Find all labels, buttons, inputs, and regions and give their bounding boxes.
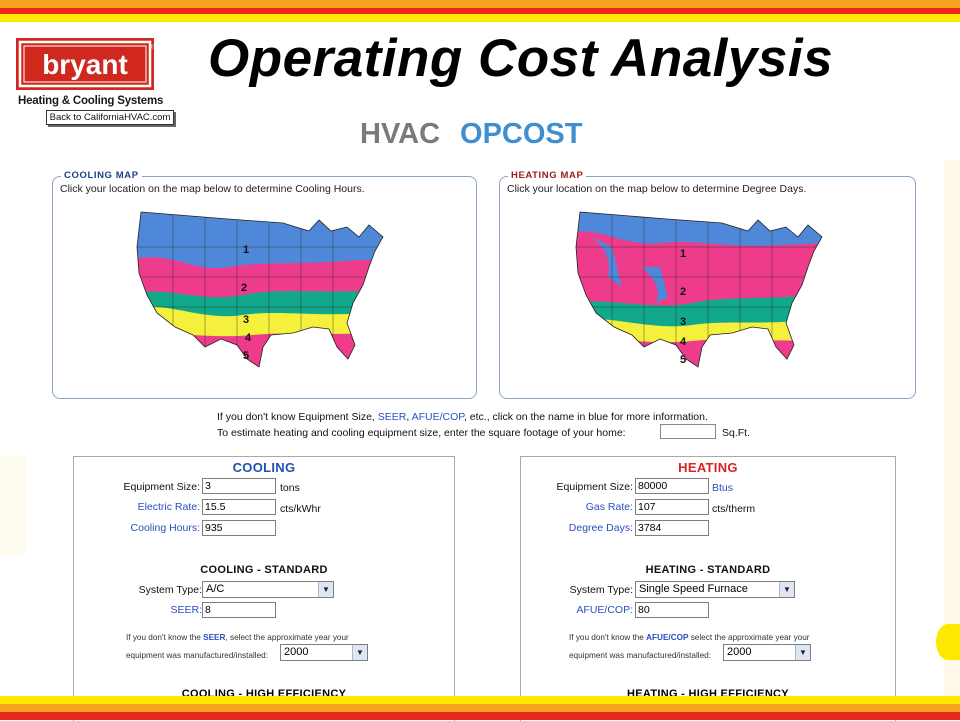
cooling-zone-4-label: 4 <box>245 332 252 344</box>
degree-days-input[interactable]: 3784 <box>635 520 709 536</box>
heating-map-instruction: Click your location on the map below to … <box>507 183 807 195</box>
chevron-down-icon: ▼ <box>318 582 333 597</box>
seer-input[interactable]: 8 <box>202 602 276 618</box>
heating-equipment-size-input[interactable]: 80000 <box>635 478 709 494</box>
cooling-year-select[interactable]: 2000 ▼ <box>280 644 368 661</box>
top-stripe-orange <box>0 0 960 8</box>
heating-map-box: HEATING MAP Click your location on the m… <box>499 170 916 399</box>
bryant-logo: bryant ® <box>16 38 154 90</box>
app-title-opcost: OPCOST <box>460 118 583 150</box>
heating-panel-title: HEATING <box>678 460 738 475</box>
cooling-year-value: 2000 <box>284 646 309 658</box>
afue-label[interactable]: AFUE/COP: <box>576 604 633 616</box>
cooling-equipment-unit: tons <box>280 482 300 494</box>
heating-equipment-size-label: Equipment Size: <box>556 481 633 493</box>
chevron-down-icon: ▼ <box>352 645 367 660</box>
heating-zone-3-label: 3 <box>680 316 686 328</box>
app-title: HVAC OPCOST <box>360 118 583 151</box>
cooling-hours-input[interactable]: 935 <box>202 520 276 536</box>
heating-system-type-value: Single Speed Furnace <box>639 583 748 595</box>
cooling-system-type-label: System Type: <box>138 584 202 596</box>
cooling-help-line2: equipment was manufactured/installed: <box>126 651 268 660</box>
heating-zone-1-label: 1 <box>680 248 686 260</box>
heating-system-type-select[interactable]: Single Speed Furnace ▼ <box>635 581 795 598</box>
cooling-zone-map[interactable]: 1 2 3 4 5 <box>133 207 393 377</box>
heating-map-legend: HEATING MAP <box>508 170 587 181</box>
afue-input[interactable]: 80 <box>635 602 709 618</box>
equipment-info-line: If you don't know Equipment Size, SEER , … <box>217 411 708 423</box>
heating-zone-4-label: 4 <box>680 336 687 348</box>
top-stripe-yellow <box>0 14 960 22</box>
back-to-site-link[interactable]: Back to CaliforniaHVAC.com <box>46 110 174 125</box>
bottom-stripe-red <box>0 712 960 720</box>
degree-days-label[interactable]: Degree Days: <box>568 522 633 534</box>
heating-zone-2-label: 2 <box>680 286 686 298</box>
chevron-down-icon: ▼ <box>795 645 810 660</box>
brand-subtitle: Heating & Cooling Systems <box>18 95 164 107</box>
electric-rate-unit: cts/kWhr <box>280 503 321 515</box>
bottom-stripe-orange <box>0 704 960 712</box>
cooling-year-help: If you don't know the SEER, select the a… <box>126 633 349 642</box>
heating-help-pre: If you don't know the <box>569 633 647 642</box>
gas-rate-input[interactable]: 107 <box>635 499 709 515</box>
slide-title: Operating Cost Analysis <box>208 29 834 88</box>
cooling-zone-1-label: 1 <box>243 244 249 256</box>
cooling-system-type-value: A/C <box>206 583 225 595</box>
heating-year-value: 2000 <box>727 646 752 658</box>
svg-text:®: ® <box>149 44 154 51</box>
cooling-system-type-select[interactable]: A/C ▼ <box>202 581 334 598</box>
cooling-map-box: COOLING MAP Click your location on the m… <box>52 170 477 399</box>
heating-zone-map[interactable]: 1 2 3 4 5 <box>572 207 832 377</box>
cooling-zone-2-label: 2 <box>241 282 247 294</box>
cooling-help-pre: If you don't know the <box>126 633 204 642</box>
heating-year-select[interactable]: 2000 ▼ <box>723 644 811 661</box>
heating-standard-title: HEATING - STANDARD <box>645 564 771 576</box>
heating-help-afue-link[interactable]: AFUE/COP <box>646 633 689 642</box>
cooling-equipment-size-input[interactable]: 3 <box>202 478 276 494</box>
cooling-help-post: , select the approximate year your <box>225 633 349 642</box>
cooling-panel-title: COOLING <box>232 460 296 475</box>
sqft-unit-label: Sq.Ft. <box>722 427 751 439</box>
cooling-zone-5-label: 5 <box>243 350 249 362</box>
info-line1-post: , etc., click on the name in blue for mo… <box>463 411 708 423</box>
afue-info-link[interactable]: AFUE/COP <box>411 411 464 423</box>
cooling-help-seer-link[interactable]: SEER <box>203 633 226 642</box>
chevron-down-icon: ▼ <box>779 582 794 597</box>
cooling-map-instruction: Click your location on the map below to … <box>60 183 365 195</box>
heating-system-type-label: System Type: <box>569 584 633 596</box>
heating-help-post: select the approximate year your <box>688 633 810 642</box>
svg-text:bryant: bryant <box>42 49 128 80</box>
heating-zone-5-label: 5 <box>680 354 686 366</box>
seer-label[interactable]: SEER: <box>170 604 202 616</box>
heating-help-line2: equipment was manufactured/installed: <box>569 651 711 660</box>
electric-rate-label[interactable]: Electric Rate: <box>137 501 200 513</box>
cooling-equipment-size-label: Equipment Size: <box>123 481 200 493</box>
seer-info-link[interactable]: SEER <box>377 411 407 423</box>
info-line1-pre: If you don't know Equipment Size, <box>217 411 378 423</box>
right-edge-strip <box>944 160 960 700</box>
app-title-hvac: HVAC <box>360 118 441 150</box>
heating-panel: HEATING Equipment Size: 80000 Btus Gas R… <box>520 456 896 721</box>
left-edge-strip <box>0 456 26 556</box>
cooling-hours-label[interactable]: Cooling Hours: <box>130 522 200 534</box>
cooling-zone-3-label: 3 <box>243 314 249 326</box>
gas-rate-label[interactable]: Gas Rate: <box>585 501 633 513</box>
sqft-instruction: To estimate heating and cooling equipmen… <box>217 427 626 439</box>
cooling-panel: COOLING Equipment Size: 3 tons Electric … <box>73 456 455 721</box>
heating-equipment-unit: Btus <box>712 482 734 494</box>
yellow-corner-dot <box>936 624 960 660</box>
heating-year-help: If you don't know the AFUE/COP select th… <box>569 633 810 642</box>
cooling-standard-title: COOLING - STANDARD <box>200 564 328 576</box>
top-stripe-red <box>0 8 960 14</box>
electric-rate-input[interactable]: 15.5 <box>202 499 276 515</box>
bottom-stripe-yellow <box>0 696 960 704</box>
cooling-map-legend: COOLING MAP <box>61 170 142 181</box>
gas-rate-unit: cts/therm <box>712 503 756 515</box>
square-footage-input[interactable] <box>660 424 716 439</box>
